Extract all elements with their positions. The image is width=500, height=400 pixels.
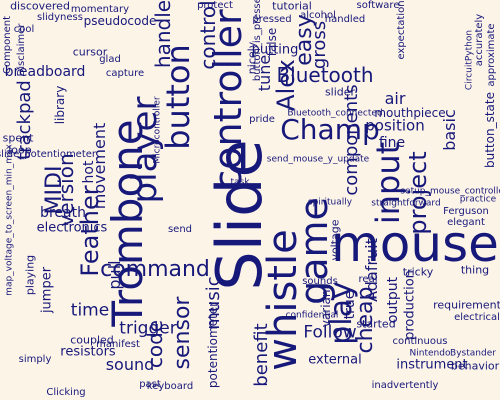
word-cool: cool [13, 24, 35, 35]
word-jumper: jumper [39, 266, 55, 314]
word-thing: thing [460, 263, 490, 277]
word-past: past [139, 379, 161, 390]
word-nicely: nicely [245, 41, 259, 75]
word-send: send [167, 224, 193, 235]
word-started: started [356, 317, 396, 331]
word-practice: practice [459, 194, 497, 205]
word-requirement: requirement [433, 298, 500, 312]
word-sound: sound [105, 355, 155, 374]
word-protect: protect [197, 0, 233, 11]
word-command: command [100, 257, 210, 282]
word-send-mouse: send_mouse_y_update [266, 154, 370, 165]
word-mouthpiece: mouthpiece [374, 106, 446, 120]
word-electronics: electronics [36, 220, 108, 236]
word-component: Component [2, 15, 13, 75]
word-approximate: approximate [486, 23, 497, 87]
word-false: false [265, 27, 279, 57]
word-software: software [356, 0, 400, 11]
word-tricky: tricky [402, 265, 434, 279]
word-capture: capture [105, 68, 145, 79]
word-real: real [358, 274, 378, 285]
word-library: library [53, 85, 67, 125]
word-pride: pride [249, 114, 275, 125]
word-follow: Follow [303, 322, 357, 343]
word-map-voltage: map_voltage_to_screen_min_max [4, 144, 15, 296]
word-clicking: Clicking [46, 387, 86, 398]
word-breadboard: breadboard [4, 64, 86, 80]
word-pseudocode: pseudocode [83, 14, 157, 28]
word-alex: Alex [272, 59, 300, 111]
word-playing: playing [23, 254, 37, 296]
word-discovered: discovered [10, 0, 70, 13]
word-alcohol: alcohol [300, 10, 336, 21]
word-circuitpython: CircuitPython [464, 29, 475, 91]
word-disclaimer: Disclaimer [16, 23, 27, 77]
word-voltage: voltage [328, 219, 342, 261]
word-microcontroller: Microcontroller [152, 96, 163, 164]
word-keyboard: keyboard [146, 381, 194, 392]
word-external: external [308, 352, 362, 368]
word-mouse: mouse [331, 215, 499, 273]
word-straightforward: straightforward [371, 198, 441, 209]
word-slider: slider [324, 85, 356, 99]
word-benefit: benefit [251, 323, 272, 387]
word-pull: pull [105, 260, 124, 290]
word-setup-mouse: setup_mouse_controller [400, 186, 500, 197]
word-ferguson: Ferguson [443, 206, 489, 217]
word-putting: putting [251, 42, 299, 58]
word-fine: fine [378, 135, 406, 151]
word-breath: breath [40, 205, 86, 221]
word-handled: handled [324, 14, 366, 25]
word-handle: handle [151, 0, 175, 69]
word-confidential: confidential [285, 310, 339, 321]
word-production: production [402, 270, 418, 340]
word-bluetooth: Bluetooth [276, 63, 374, 87]
word-nintendo: Nintendo [409, 348, 451, 359]
word-glad: glad [99, 54, 121, 65]
word-momentary: momentary [70, 4, 130, 15]
word-instrument: instrument [396, 357, 468, 373]
word-easy: easy [292, 14, 317, 66]
word-components: components [341, 84, 362, 196]
word-input: input [369, 141, 407, 225]
word-manifest: manifest [96, 339, 140, 350]
word-bystander: Bystander [450, 348, 496, 359]
word-hot: hot [81, 160, 97, 184]
word-accurately: accurately [474, 13, 485, 67]
word-tutorial: tutorial [272, 0, 312, 13]
word-champ: Champ [280, 113, 380, 146]
word-slide-potentiometer: slide_potentiometer [0, 149, 97, 160]
word-sounds: sounds [302, 276, 338, 287]
word-adafruit: Adafruit [362, 238, 381, 302]
word-slidyness: slidyness [37, 12, 83, 23]
word-variant: variant [319, 284, 333, 328]
word-simply: simply [18, 354, 52, 365]
word-elegant: elegant [447, 217, 485, 228]
word-bluetooth-connected: Bluetooth_connected [287, 108, 383, 119]
word-air: air [384, 89, 406, 108]
word-spiritually: spiritually [307, 197, 353, 208]
word-button-state: button_state [483, 92, 497, 168]
word-task: task [230, 177, 250, 188]
word-inadvertently: inadvertently [371, 380, 439, 391]
word-continuous: continuous [392, 336, 448, 347]
word-loop: loop [8, 143, 32, 157]
word-coupled: coupled [70, 333, 114, 347]
word-spent: spent [2, 131, 34, 145]
word-time: time [70, 300, 110, 321]
word-potentiometer: potentiometer [206, 301, 220, 389]
word-cursor: cursor [72, 45, 108, 59]
word-pressed: pressed [252, 14, 292, 25]
word-electrical: electrical [454, 312, 500, 323]
word-resistors: resistors [60, 344, 116, 360]
word-expectation: expectation [396, 0, 407, 60]
word-trigger: trigger [119, 318, 177, 339]
word-position: position [365, 116, 425, 135]
word-output: output [385, 276, 401, 324]
word-true: true [342, 290, 358, 320]
word-behavior: behavior [450, 359, 500, 373]
